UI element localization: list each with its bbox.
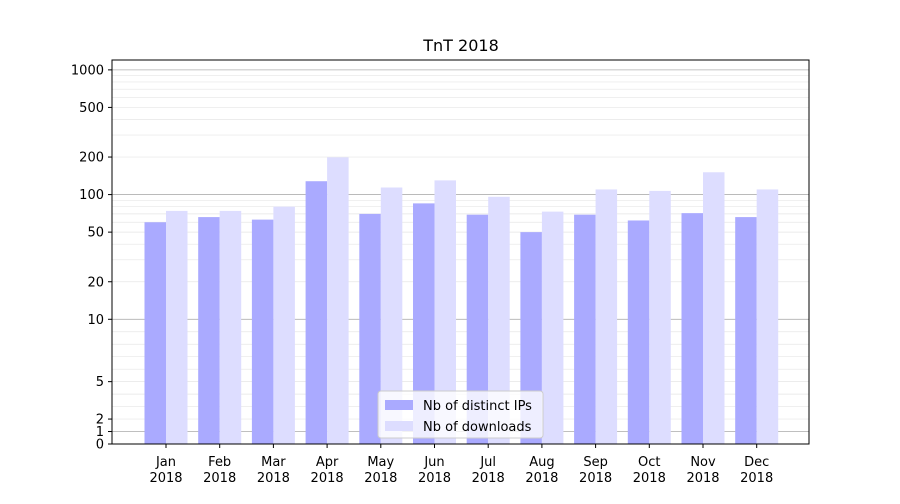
x-tick-label: Feb 2018: [203, 455, 236, 486]
bar-distinct-ips: [359, 213, 381, 444]
x-tick-label: Jan 2018: [149, 455, 182, 486]
legend: Nb of distinct IPs Nb of downloads: [377, 390, 544, 439]
bar-downloads: [756, 189, 779, 444]
bar-distinct-ips: [305, 181, 328, 444]
y-tick-label: 100: [79, 188, 104, 203]
x-axis: Jan 2018 Feb 2018 Mar 2018 Apr 2018 May 2018 Jun 20…: [149, 444, 773, 486]
chart-title: TnT 2018: [422, 36, 499, 55]
bar-distinct-ips: [735, 217, 757, 444]
y-tick-label: 200: [79, 151, 104, 166]
y-tick-label: 1000: [71, 63, 104, 78]
bar-downloads: [434, 180, 456, 444]
bars: [144, 157, 779, 445]
bar-downloads: [541, 211, 564, 444]
bar-downloads: [327, 157, 349, 444]
bar-distinct-ips: [466, 214, 489, 444]
y-tick-label: 0: [96, 438, 104, 453]
x-tick-label: May 2018: [364, 455, 397, 486]
y-tick-label: 5: [96, 375, 104, 390]
bar-downloads: [166, 210, 188, 444]
x-tick-label: Jul 2018: [472, 455, 505, 486]
bar-downloads: [703, 172, 725, 444]
y-tick-label: 2: [96, 413, 104, 428]
bar-downloads: [595, 189, 618, 444]
bar-downloads: [273, 206, 295, 444]
y-tick-label: 1: [96, 425, 104, 440]
x-tick-label: Mar 2018: [257, 455, 290, 486]
bar-distinct-ips: [627, 220, 650, 444]
bar-downloads: [649, 190, 671, 444]
bar-distinct-ips: [198, 217, 220, 444]
bar-downloads: [219, 210, 242, 444]
bar-distinct-ips: [574, 214, 596, 444]
x-tick-label: Sep 2018: [579, 455, 612, 486]
bar-distinct-ips: [681, 213, 703, 444]
x-tick-label: Nov 2018: [686, 455, 719, 486]
bar-distinct-ips: [413, 203, 435, 444]
x-tick-label: Oct 2018: [633, 455, 666, 486]
x-tick-label: Jun 2018: [418, 455, 451, 486]
y-tick-label: 50: [87, 226, 104, 241]
legend-label: Nb of distinct IPs: [423, 399, 532, 414]
x-tick-label: Aug 2018: [525, 455, 558, 486]
plot-frame: [111, 59, 810, 445]
legend-swatch: [385, 421, 413, 431]
bar-downloads: [380, 187, 403, 445]
x-tick-label: Dec 2018: [740, 455, 773, 486]
legend-label: Nb of downloads: [423, 420, 532, 435]
y-tick-label: 10: [87, 313, 104, 328]
x-tick-label: Apr 2018: [311, 455, 344, 486]
legend-swatch: [385, 400, 413, 410]
legend-box: [377, 390, 544, 439]
bar-downloads: [488, 196, 510, 444]
y-tick-label: 500: [79, 101, 104, 116]
bar-distinct-ips: [144, 222, 166, 444]
y-tick-label: 20: [87, 275, 104, 290]
y-axis: 012 5 10 20 50 100 200 500 1000: [71, 63, 112, 453]
bar-distinct-ips: [251, 219, 274, 444]
